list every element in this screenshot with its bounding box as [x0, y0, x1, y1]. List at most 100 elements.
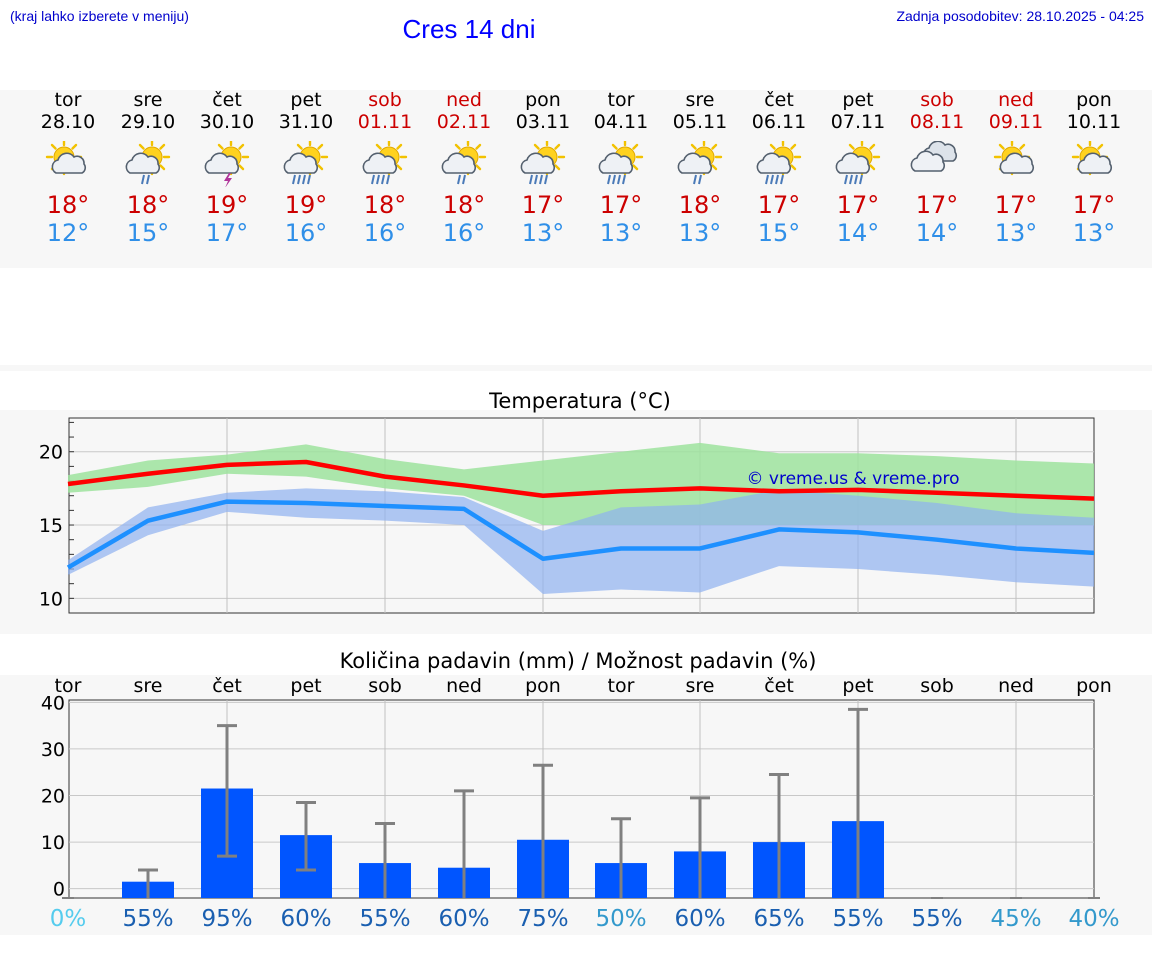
chance-label: 45%: [990, 906, 1041, 932]
category-label: tor: [55, 675, 82, 697]
day-date: 03.11: [515, 111, 571, 133]
category-label: sre: [134, 675, 163, 697]
day-date: 02.11: [436, 111, 492, 133]
temp-max: 17°: [915, 191, 959, 219]
day-date: 04.11: [593, 111, 649, 133]
sun-cloud-heavy-rain-icon: [835, 141, 881, 185]
day-column: pon 03.11 17° 13°: [504, 89, 583, 248]
sun-cloud-rain-icon: [125, 141, 171, 185]
min-temp-line: [66, 499, 1095, 570]
day-column: ned 09.11 17° 13°: [977, 89, 1056, 248]
category-label: ned: [998, 675, 1034, 697]
temp-max: 17°: [599, 191, 643, 219]
day-date: 30.10: [199, 111, 255, 133]
day-name: čet: [212, 89, 242, 111]
day-name: pon: [1076, 89, 1112, 111]
day-name: sre: [685, 89, 715, 111]
day-name: sob: [368, 89, 402, 111]
temp-max: 19°: [284, 191, 328, 219]
temp-min: 15°: [126, 219, 170, 247]
day-name: čet: [764, 89, 794, 111]
day-name: pet: [842, 89, 874, 111]
y-tick-label: 40: [41, 692, 65, 714]
y-tick-label: 20: [41, 786, 65, 808]
sun-cloud-icon: [45, 141, 87, 176]
chance-label: 40%: [1068, 906, 1119, 932]
day-date: 31.10: [278, 111, 334, 133]
day-column: čet 30.10 19° 17°: [188, 89, 267, 248]
temp-min: 14°: [836, 219, 880, 247]
day-date: 09.11: [988, 111, 1044, 133]
temp-min: 16°: [442, 219, 486, 247]
category-label: sob: [368, 675, 402, 697]
y-tick-label: 0: [53, 879, 65, 901]
day-column: pon 10.11 17° 13°: [1055, 89, 1134, 248]
separator: [0, 365, 1152, 371]
category-label: sre: [686, 675, 715, 697]
temp-min: 13°: [994, 219, 1038, 247]
day-column: pet 31.10 19° 16°: [267, 90, 346, 248]
chance-label: 55%: [122, 906, 173, 932]
sun-cloud-rain-icon: [441, 141, 487, 185]
category-label: ned: [446, 675, 482, 697]
menu-hint: (kraj lahko izberete v meniju): [10, 8, 189, 24]
day-name: sob: [920, 89, 954, 111]
y-tick-label: 30: [41, 739, 65, 761]
chance-label: 55%: [911, 906, 962, 932]
temp-max: 17°: [1072, 191, 1116, 219]
temp-max: 18°: [363, 191, 407, 219]
category-label: čet: [212, 675, 242, 697]
temp-min: 13°: [678, 219, 722, 247]
page-title: Cres 14 dni: [402, 14, 536, 44]
max-temp-line: [67, 459, 1095, 501]
temp-min: 13°: [521, 219, 565, 247]
chance-label: 65%: [753, 906, 804, 932]
temp-min: 16°: [284, 219, 328, 247]
chance-label: 60%: [674, 906, 725, 932]
temp-min: 15°: [757, 219, 801, 247]
sun-cloud-heavy-rain-icon: [520, 141, 566, 185]
y-tick-label: 10: [39, 588, 63, 610]
sun-cloud-heavy-rain-icon: [598, 141, 644, 185]
day-date: 08.11: [909, 111, 965, 133]
sun-thunderstorm-icon: [204, 141, 250, 187]
day-column: sre 29.10 18° 15°: [109, 90, 188, 248]
cloudy-icon: [910, 141, 958, 172]
temp-max: 18°: [678, 191, 722, 219]
temp-min: 14°: [915, 219, 959, 247]
chart-title: Temperatura (°C): [488, 389, 671, 413]
temp-min: 12°: [46, 219, 90, 247]
day-column: sob 08.11 17° 14°: [898, 89, 977, 248]
temp-min: 16°: [363, 219, 407, 247]
sun-cloud-heavy-rain-icon: [362, 141, 408, 185]
temp-min: 13°: [599, 219, 643, 247]
day-name: ned: [998, 89, 1034, 111]
category-label: pet: [842, 675, 873, 697]
forecast-strip: [0, 90, 1152, 268]
day-date: 06.11: [751, 111, 807, 133]
sun-cloud-rain-icon: [677, 141, 723, 185]
category-label: pet: [290, 675, 321, 697]
min-range-band: [68, 488, 1094, 594]
temp-max: 17°: [757, 191, 801, 219]
day-name: ned: [446, 89, 482, 111]
day-date: 07.11: [830, 111, 886, 133]
temp-max: 18°: [46, 191, 90, 219]
chance-label: 60%: [280, 906, 331, 932]
sun-cloud-icon: [1071, 141, 1113, 176]
sun-cloud-heavy-rain-icon: [756, 141, 802, 185]
day-column: tor 28.10 18° 12°: [29, 90, 108, 248]
chance-label: 50%: [595, 906, 646, 932]
temp-min: 13°: [1072, 219, 1116, 247]
day-date: 28.10: [40, 111, 96, 133]
temp-max: 17°: [521, 191, 565, 219]
day-column: čet 06.11 17° 15°: [740, 89, 819, 248]
day-name: pon: [525, 89, 561, 111]
day-date: 29.10: [120, 111, 176, 133]
day-column: ned 02.11 18° 16°: [425, 89, 504, 248]
sun-cloud-heavy-rain-icon: [283, 141, 329, 185]
y-tick-label: 10: [41, 832, 65, 854]
chance-label: 0%: [50, 906, 87, 932]
day-date: 10.11: [1066, 111, 1122, 133]
chart-title: Količina padavin (mm) / Možnost padavin …: [340, 649, 817, 673]
